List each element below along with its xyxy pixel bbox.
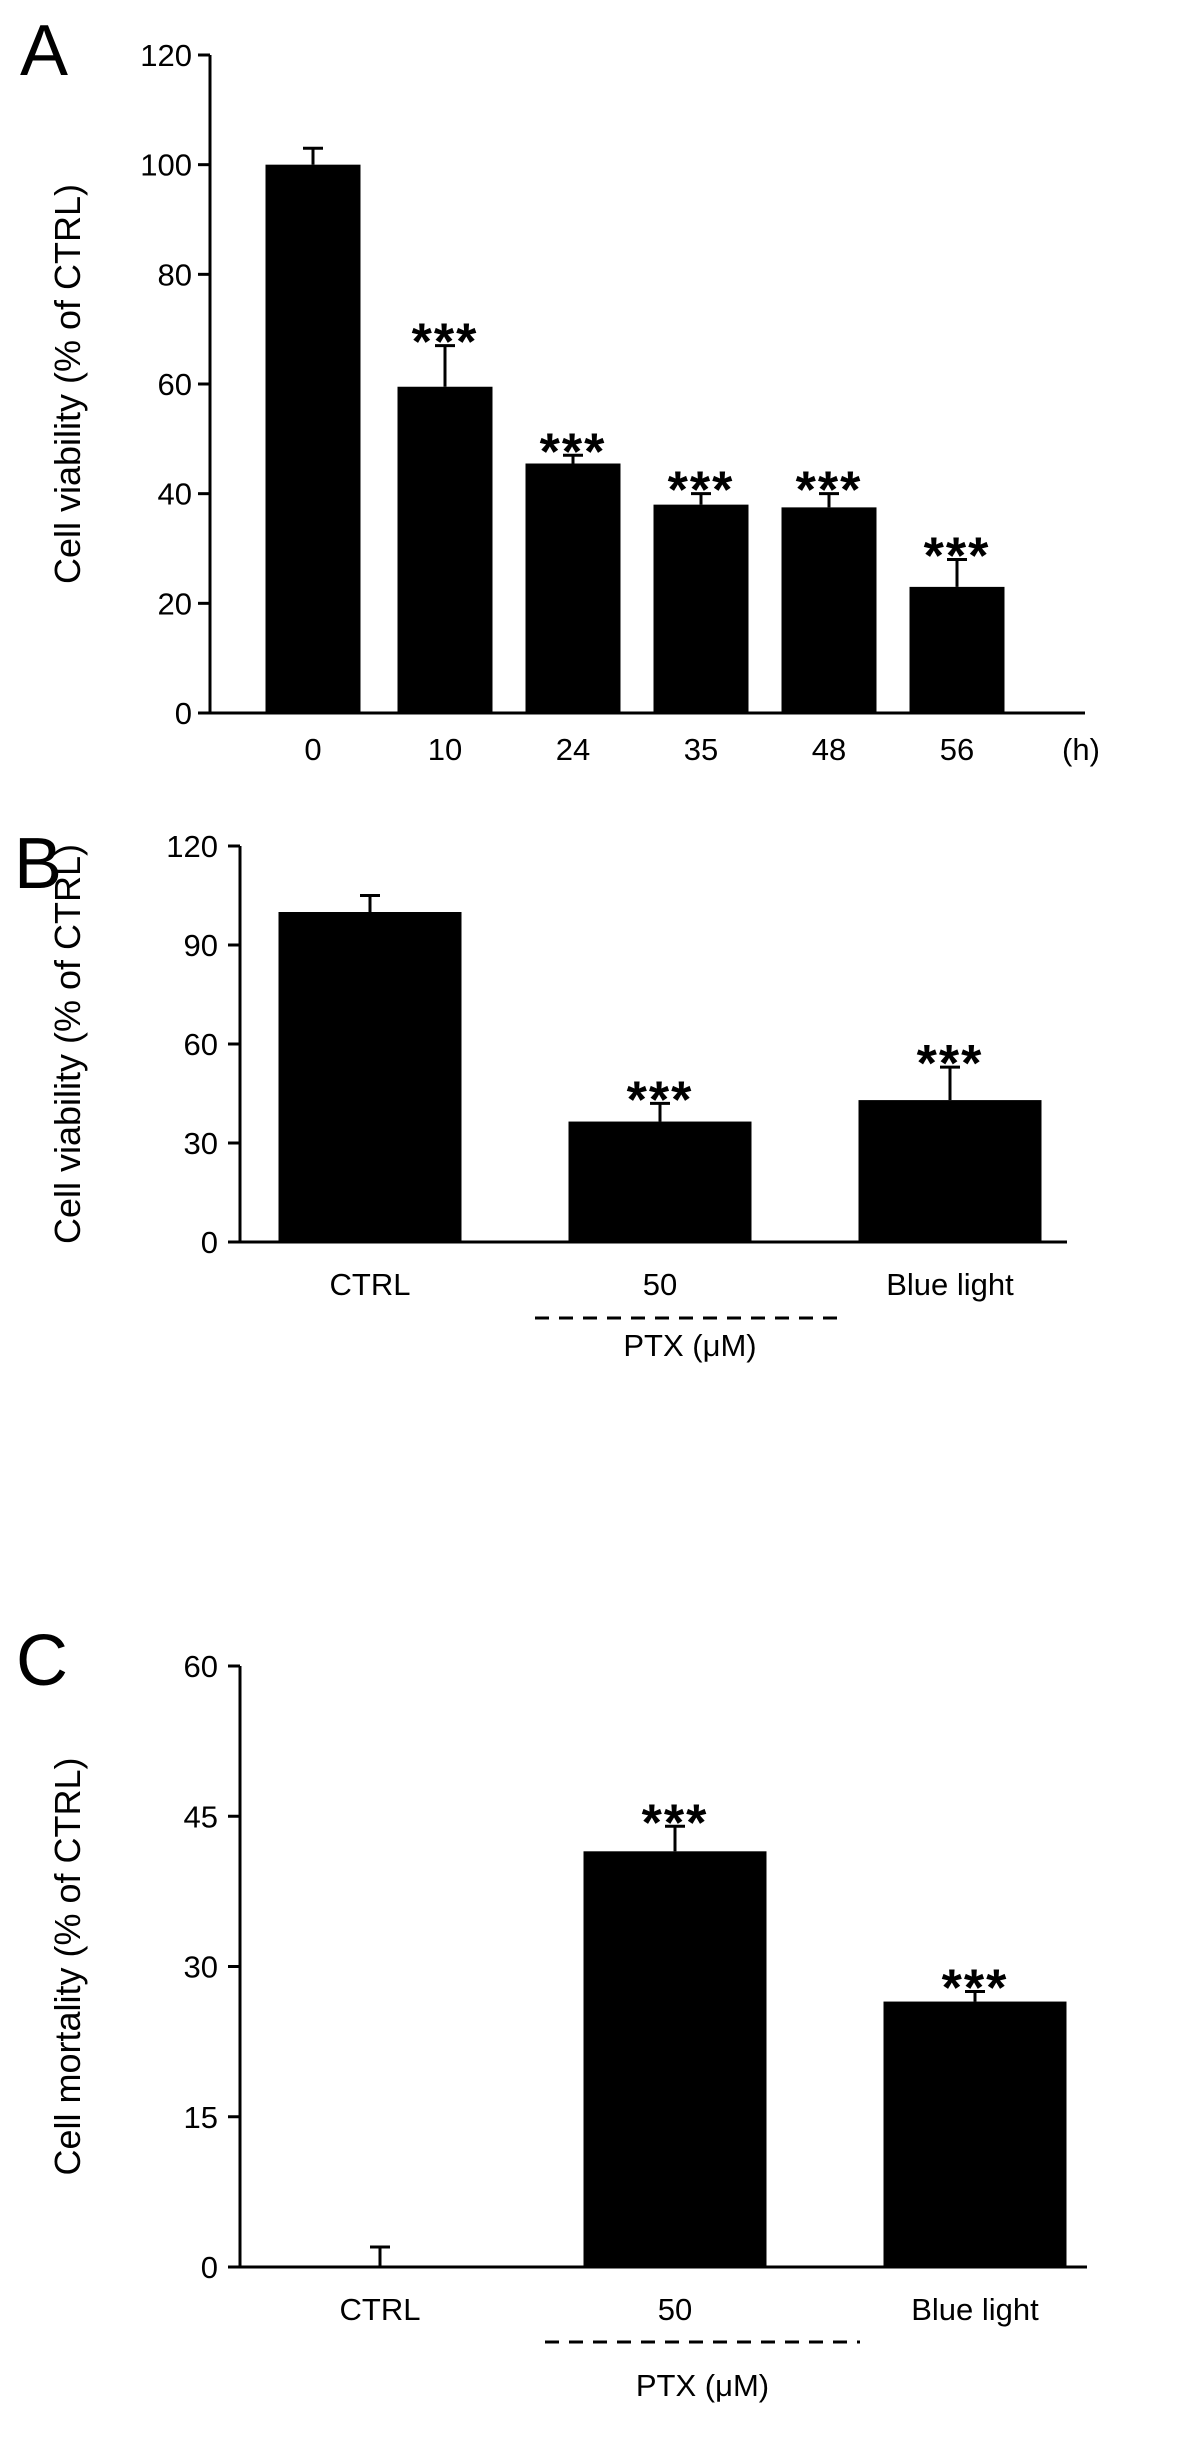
significance-label: *** — [668, 462, 735, 520]
bar — [583, 1851, 767, 2267]
y-tick-label: 0 — [201, 1225, 218, 1260]
y-tick-label: 80 — [158, 257, 192, 292]
y-tick-label: 60 — [184, 1649, 218, 1684]
x-tick-label: 35 — [684, 732, 718, 767]
y-tick-label: 20 — [158, 586, 192, 621]
y-tick-label: 100 — [140, 148, 192, 183]
y-tick-label: 0 — [201, 2250, 218, 2285]
x-tick-label: 10 — [428, 732, 462, 767]
y-axis-title: Cell viability (% of CTRL) — [47, 844, 88, 1244]
y-axis-title: Cell mortality (% of CTRL) — [47, 1757, 88, 2175]
group-label: PTX (μM) — [636, 2368, 769, 2403]
y-tick-label: 45 — [184, 1799, 218, 1834]
significance-label: *** — [924, 527, 991, 585]
x-tick-label: 0 — [304, 732, 321, 767]
y-tick-label: 15 — [184, 2100, 218, 2135]
y-tick-label: 120 — [140, 38, 192, 73]
bar — [278, 912, 462, 1242]
y-tick-label: 30 — [184, 1950, 218, 1985]
y-tick-label: 60 — [184, 1027, 218, 1062]
bar — [653, 504, 749, 713]
x-tick-label: Blue light — [911, 2292, 1039, 2327]
bar — [397, 386, 493, 713]
y-tick-label: 90 — [184, 928, 218, 963]
significance-label: *** — [917, 1035, 984, 1093]
bar — [781, 507, 877, 713]
x-tick-label: CTRL — [330, 1267, 411, 1302]
x-tick-label: 48 — [812, 732, 846, 767]
x-tick-label: CTRL — [340, 2292, 421, 2327]
bar — [858, 1100, 1042, 1242]
bar — [525, 463, 621, 713]
bar — [568, 1121, 752, 1242]
significance-label: *** — [540, 423, 607, 481]
panel-b: B 0 30 60 90 120 Cell viability (% of CTRL) CTR… — [14, 824, 1067, 1363]
x-tick-label: Blue light — [886, 1267, 1014, 1302]
panel-c: C 0 15 30 45 60 Cell mortality (% of CTRL) CTRL… — [16, 1621, 1087, 2403]
bar — [883, 2001, 1067, 2267]
significance-label: *** — [412, 314, 479, 372]
panel-letter: A — [20, 11, 68, 91]
bar — [265, 164, 361, 713]
x-tick-label: 24 — [556, 732, 590, 767]
significance-label: *** — [627, 1071, 694, 1129]
y-axis-title: Cell viability (% of CTRL) — [47, 184, 88, 584]
significance-label: *** — [942, 1960, 1009, 2018]
x-tick-label: 50 — [643, 1267, 677, 1302]
panel-letter: B — [14, 824, 62, 904]
y-tick-label: 40 — [158, 477, 192, 512]
y-tick-label: 30 — [184, 1126, 218, 1161]
significance-label: *** — [642, 1794, 709, 1852]
panel-letter: C — [16, 1621, 68, 1701]
significance-label: *** — [796, 462, 863, 520]
group-label: PTX (μM) — [623, 1328, 756, 1363]
x-unit-label: (h) — [1062, 732, 1100, 767]
y-tick-label: 60 — [158, 367, 192, 402]
y-tick-label: 120 — [166, 829, 218, 864]
y-tick-label: 0 — [175, 696, 192, 731]
bar — [909, 586, 1005, 713]
x-tick-label: 50 — [658, 2292, 692, 2327]
x-tick-label: 56 — [940, 732, 974, 767]
